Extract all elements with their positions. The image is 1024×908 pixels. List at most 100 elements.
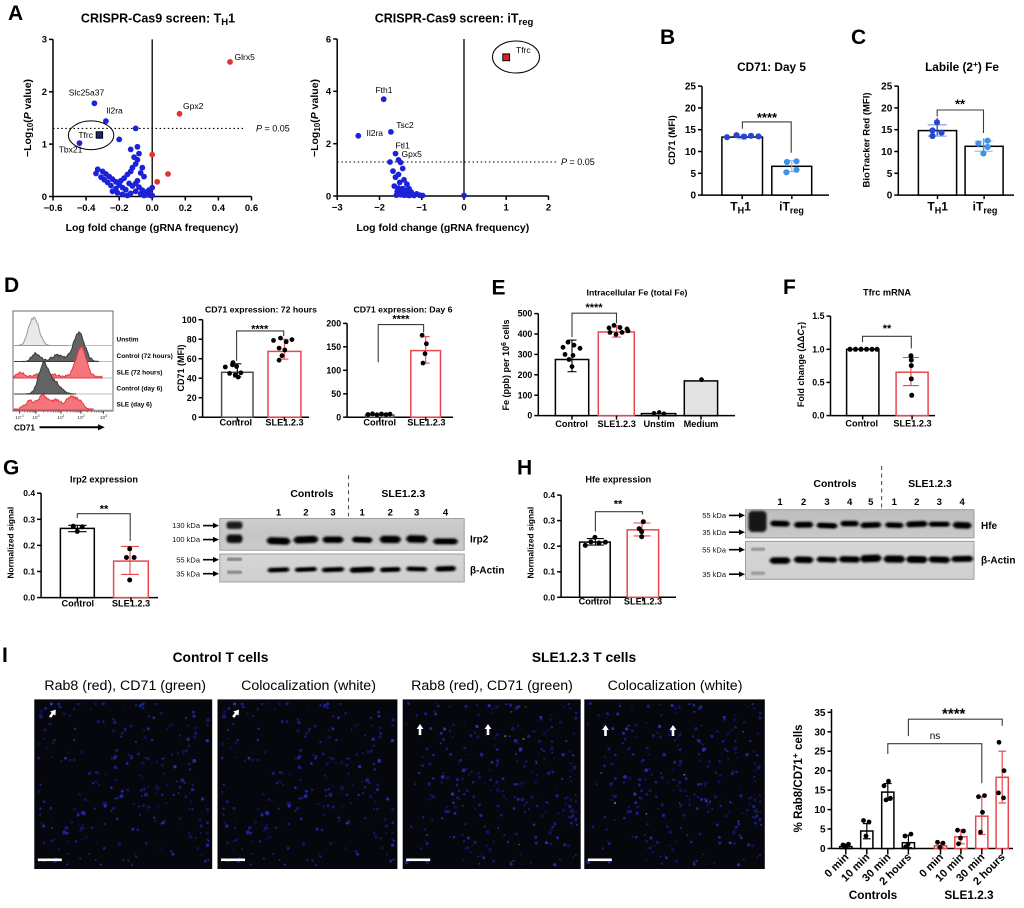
svg-text:3: 3 [937, 497, 942, 508]
svg-text:CRISPR-Cas9 screen: TH1: CRISPR-Cas9 screen: TH1 [81, 12, 235, 29]
svg-text:−Log10(P value): −Log10(P value) [22, 79, 35, 157]
svg-text:SLE (day 6): SLE (day 6) [117, 402, 152, 409]
svg-text:40: 40 [187, 373, 197, 383]
svg-text:Control (72 hours): Control (72 hours) [117, 353, 173, 360]
svg-text:P = 0.05: P = 0.05 [256, 124, 290, 134]
svg-text:Rab8 (red), CD71 (green): Rab8 (red), CD71 (green) [411, 678, 573, 694]
svg-text:β-Actin: β-Actin [981, 555, 1015, 566]
svg-text:0.1: 0.1 [543, 567, 555, 577]
svg-text:Log fold change (gRNA frequenc: Log fold change (gRNA frequency) [66, 222, 239, 234]
svg-text:P = 0.05: P = 0.05 [561, 157, 595, 167]
svg-text:100: 100 [32, 414, 39, 421]
svg-text:4: 4 [960, 497, 966, 508]
svg-text:130 kDa: 130 kDa [172, 521, 201, 530]
svg-text:35: 35 [814, 708, 826, 719]
svg-text:100: 100 [182, 315, 197, 325]
svg-text:0.0: 0.0 [543, 592, 555, 602]
svg-text:5: 5 [690, 169, 696, 180]
svg-text:35 kDa: 35 kDa [702, 570, 727, 579]
svg-text:****: **** [942, 706, 966, 723]
svg-text:SLE1.2.3 T cells: SLE1.2.3 T cells [532, 650, 637, 665]
svg-text:Fe (ppb) per 106 cells: Fe (ppb) per 106 cells [501, 320, 511, 411]
svg-text:3: 3 [330, 508, 335, 519]
svg-text:Tfrc: Tfrc [516, 45, 531, 55]
svg-text:1: 1 [504, 203, 510, 214]
svg-text:4: 4 [443, 508, 449, 519]
svg-text:**: ** [955, 97, 966, 112]
svg-text:CD71 expression: Day 6: CD71 expression: Day 6 [354, 305, 453, 315]
svg-text:Fold change (ΔΔCT): Fold change (ΔΔCT) [796, 322, 808, 407]
svg-text:β-Actin: β-Actin [470, 565, 504, 576]
svg-text:Tsc2: Tsc2 [396, 120, 414, 130]
svg-text:0: 0 [527, 411, 532, 421]
svg-text:Normalized signal: Normalized signal [6, 507, 16, 579]
svg-text:0: 0 [461, 203, 466, 214]
svg-text:3: 3 [414, 508, 419, 519]
svg-text:B: B [660, 26, 675, 49]
svg-text:−Log10(P value): −Log10(P value) [309, 79, 322, 157]
svg-text:SLE1.2.3: SLE1.2.3 [381, 488, 425, 500]
svg-text:0.2: 0.2 [179, 203, 192, 214]
svg-text:55 kDa: 55 kDa [702, 511, 727, 520]
svg-text:4: 4 [326, 87, 332, 98]
svg-text:0.3: 0.3 [23, 514, 35, 524]
svg-text:Hfe: Hfe [981, 521, 998, 532]
svg-text:2: 2 [303, 508, 308, 519]
svg-text:Control (day 6): Control (day 6) [117, 386, 163, 393]
svg-text:Hfe expression: Hfe expression [585, 474, 651, 484]
svg-text:**: ** [883, 323, 892, 335]
svg-text:200: 200 [326, 319, 341, 329]
svg-text:CD71 (MFI): CD71 (MFI) [176, 344, 186, 391]
svg-text:Intracellular Fe (total Fe): Intracellular Fe (total Fe) [587, 288, 688, 298]
svg-text:C: C [851, 26, 866, 49]
svg-text:CRISPR-Cas9 screen: iTreg: CRISPR-Cas9 screen: iTreg [375, 12, 534, 29]
svg-text:500: 500 [518, 309, 533, 319]
svg-text:TH1: TH1 [927, 200, 948, 216]
svg-text:ns: ns [930, 731, 941, 742]
svg-text:101: 101 [57, 414, 64, 421]
svg-text:3: 3 [824, 497, 829, 508]
svg-text:300: 300 [518, 350, 533, 360]
svg-text:10: 10 [685, 147, 697, 158]
svg-text:2: 2 [914, 497, 919, 508]
svg-text:CD71: Day 5: CD71: Day 5 [737, 60, 806, 74]
svg-text:35 kDa: 35 kDa [702, 528, 727, 537]
svg-text:0.0: 0.0 [146, 203, 159, 214]
svg-text:1: 1 [42, 140, 48, 151]
svg-text:2: 2 [546, 203, 551, 214]
svg-text:0: 0 [326, 191, 331, 202]
svg-text:Control: Control [579, 597, 612, 607]
svg-text:D: D [4, 274, 19, 297]
svg-text:Rab8 (red), CD71 (green): Rab8 (red), CD71 (green) [44, 678, 206, 694]
svg-text:Control: Control [363, 418, 396, 428]
svg-text:80: 80 [187, 334, 197, 344]
svg-text:Unstim: Unstim [644, 419, 675, 429]
svg-text:200: 200 [518, 370, 533, 380]
svg-text:G: G [3, 457, 19, 480]
svg-text:Ftl1: Ftl1 [396, 141, 410, 151]
svg-text:BioTracker Red (MFI): BioTracker Red (MFI) [862, 92, 873, 187]
svg-text:****: **** [251, 323, 269, 335]
svg-text:TH1: TH1 [730, 200, 751, 216]
svg-text:SLE1.2.3: SLE1.2.3 [908, 478, 952, 490]
svg-text:−0.2: −0.2 [110, 203, 129, 214]
svg-text:0.0: 0.0 [812, 411, 824, 421]
svg-text:1.0: 1.0 [812, 344, 824, 354]
svg-text:20: 20 [187, 393, 197, 403]
svg-text:Il2ra: Il2ra [106, 106, 123, 116]
svg-text:SLE1.2.3: SLE1.2.3 [265, 418, 303, 428]
svg-text:Colocalization (white): Colocalization (white) [241, 678, 376, 694]
svg-text:10: 10 [814, 805, 826, 816]
svg-text:Slc25a37: Slc25a37 [69, 88, 105, 98]
svg-text:400: 400 [518, 329, 533, 339]
svg-text:H: H [517, 457, 532, 480]
svg-text:25: 25 [881, 82, 893, 93]
svg-text:100: 100 [518, 390, 533, 400]
svg-text:Tfrc mRNA: Tfrc mRNA [863, 288, 911, 298]
svg-text:60: 60 [187, 354, 197, 364]
svg-text:25: 25 [685, 82, 697, 93]
svg-text:0.2: 0.2 [543, 541, 555, 551]
svg-text:1.5: 1.5 [812, 311, 824, 321]
svg-text:3: 3 [42, 35, 47, 46]
svg-text:Controls: Controls [849, 888, 898, 902]
